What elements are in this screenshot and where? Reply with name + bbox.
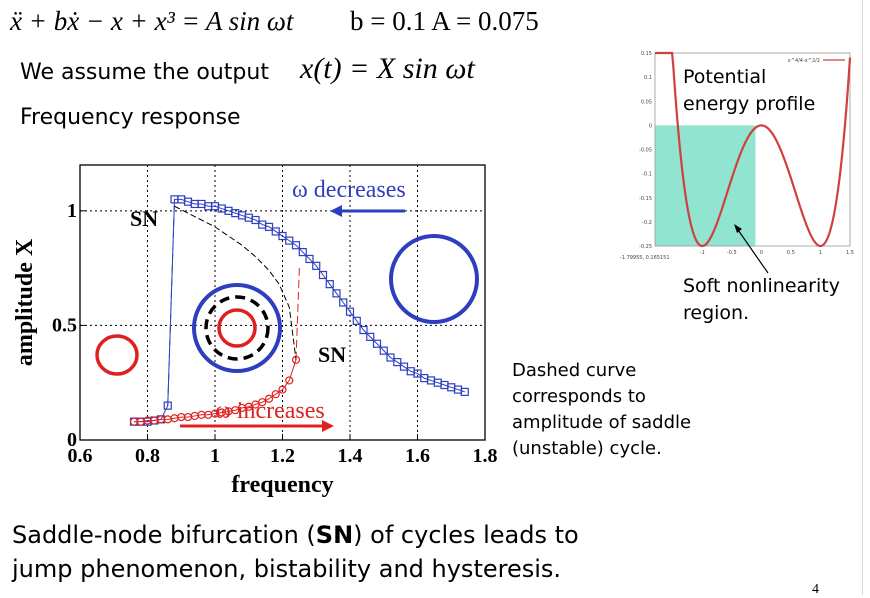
small-cycle-circle xyxy=(95,334,139,376)
inset-y-tick: 0 xyxy=(649,123,652,129)
chart-text: 0.6 0.8 1 1.2 1.4 1.6 1.8 0 0.5 1 frequency amplitu… xyxy=(12,177,498,498)
inset-y-tick: 0.1 xyxy=(644,75,652,81)
chart-axes xyxy=(79,164,486,441)
inset-y-tick: -0.25 xyxy=(639,244,652,250)
inset-x-tick: 0 xyxy=(760,250,763,256)
square-marker xyxy=(312,261,321,270)
frequency-response-label: Frequency response xyxy=(20,105,241,130)
soft-region-shade xyxy=(655,125,756,246)
increase-arrowhead xyxy=(322,420,334,432)
inset-frame xyxy=(654,52,851,247)
circle-marker xyxy=(271,390,280,399)
cursor-readout: -1.79955, 0.165151 xyxy=(620,255,670,261)
square-marker xyxy=(372,339,382,348)
page-number: 4 xyxy=(812,582,819,597)
square-marker xyxy=(251,215,260,225)
y-tick-label: 1 xyxy=(67,200,77,222)
square-marker xyxy=(386,353,395,362)
omega-increases-label: ω increases xyxy=(215,398,325,424)
square-marker xyxy=(291,241,301,250)
x-axis-label: frequency xyxy=(231,472,333,498)
square-marker xyxy=(271,227,280,236)
slide-edge-line xyxy=(862,0,863,595)
equation: ẍ + bẋ − x + x³ = A sin ωt xyxy=(10,6,294,36)
square-marker xyxy=(413,369,422,378)
y-axis-label: amplitude X xyxy=(12,238,38,366)
square-marker xyxy=(379,346,388,355)
circle-marker xyxy=(291,355,301,364)
saddle-curve xyxy=(174,205,297,360)
sn-label-bottom: SN xyxy=(318,342,346,367)
assumption-expression: x(t) = X sin ωt xyxy=(300,52,475,85)
square-marker xyxy=(298,247,307,257)
inset-x-tick: 1.5 xyxy=(846,250,854,256)
inset-y-tick: -0.1 xyxy=(642,172,652,178)
potential-curve xyxy=(655,51,852,248)
square-marker xyxy=(332,289,341,298)
pointer-arrow xyxy=(734,224,769,274)
soft-nonlinearity-label: Soft nonlinearity region. xyxy=(683,275,840,324)
inset-x-tick: 0.5 xyxy=(787,250,795,256)
inset-x-tick: -0.5 xyxy=(727,250,737,256)
inset-x-tick: 1 xyxy=(819,250,822,256)
high-amplitude-cycle-circle xyxy=(389,234,479,324)
square-marker xyxy=(366,332,375,341)
jump-down-line xyxy=(295,268,300,360)
square-marker xyxy=(460,387,469,396)
potential-energy-label: Potential energy profile xyxy=(683,66,816,115)
circle-marker xyxy=(264,394,274,403)
x-tick-label: 0.8 xyxy=(135,445,160,467)
circle-marker xyxy=(278,385,287,394)
circle-marker xyxy=(285,376,294,385)
y-tick-label: 0.5 xyxy=(52,314,77,336)
conclusion-before: Saddle-node bifurcation ( xyxy=(12,521,316,549)
square-marker xyxy=(305,254,314,264)
plot-frame xyxy=(79,164,486,441)
square-marker xyxy=(285,236,294,245)
assumption-text: We assume the output xyxy=(20,60,269,85)
series-line-0 xyxy=(134,198,465,423)
square-marker xyxy=(339,298,348,307)
square-marker xyxy=(278,231,287,241)
omega-decreases-label: ω decreases xyxy=(292,177,406,203)
square-marker xyxy=(318,270,328,280)
sn-label-top: SN xyxy=(130,206,158,231)
conclusion-text: Saddle-node bifurcation (SN) of cycles l… xyxy=(12,518,612,586)
potential-energy-chart: 0.15 0.1 0.05 0 -0.05 -0.1 -0.15 -0.2 -0.25 -1 -0.… xyxy=(620,51,854,261)
square-marker xyxy=(264,222,274,231)
inset-y-tick: 0.05 xyxy=(641,99,652,105)
conclusion-sn: SN xyxy=(315,521,354,549)
saddle-cycle-circle xyxy=(204,295,270,361)
inset-legend-label: x^4/4-x^2/2 xyxy=(788,58,820,64)
inset-y-tick: -0.05 xyxy=(639,148,652,154)
chart-series xyxy=(129,195,469,426)
x-tick-label: 1 xyxy=(210,445,220,467)
square-marker xyxy=(325,280,334,289)
square-marker xyxy=(359,325,368,335)
square-marker xyxy=(352,316,361,325)
x-tick-label: 1.8 xyxy=(473,445,498,467)
x-tick-label: 1.6 xyxy=(405,445,430,467)
inner-stable-cycle-circle xyxy=(217,308,257,348)
parameters: b = 0.1 A = 0.075 xyxy=(350,6,539,36)
inset-y-tick: 0.15 xyxy=(641,51,652,57)
dashed-curve-note: Dashed curve corresponds to amplitude of… xyxy=(512,360,692,459)
square-marker xyxy=(399,362,409,371)
frequency-response-chart: 0.6 0.8 1 1.2 1.4 1.6 1.8 0 0.5 1 frequency amplitu… xyxy=(12,164,498,498)
x-tick-label: 1.4 xyxy=(338,445,363,467)
inset-y-tick: -0.15 xyxy=(639,196,652,202)
circle-marker xyxy=(258,398,267,407)
inset-y-tick: -0.2 xyxy=(642,220,652,226)
square-marker xyxy=(163,401,172,410)
x-tick-label: 1.2 xyxy=(270,445,295,467)
inset-x-tick: -1 xyxy=(700,250,705,256)
large-stable-cycle-circle xyxy=(192,283,282,373)
square-marker xyxy=(345,307,355,316)
series-line-1 xyxy=(134,359,297,423)
decrease-arrowhead xyxy=(330,205,342,217)
square-marker xyxy=(393,357,402,367)
y-tick-label: 0 xyxy=(67,429,77,451)
conclusion-after: ) of cycles leads to jump phenomenon, bi… xyxy=(12,521,579,583)
x-tick-label: 0.6 xyxy=(68,445,93,467)
